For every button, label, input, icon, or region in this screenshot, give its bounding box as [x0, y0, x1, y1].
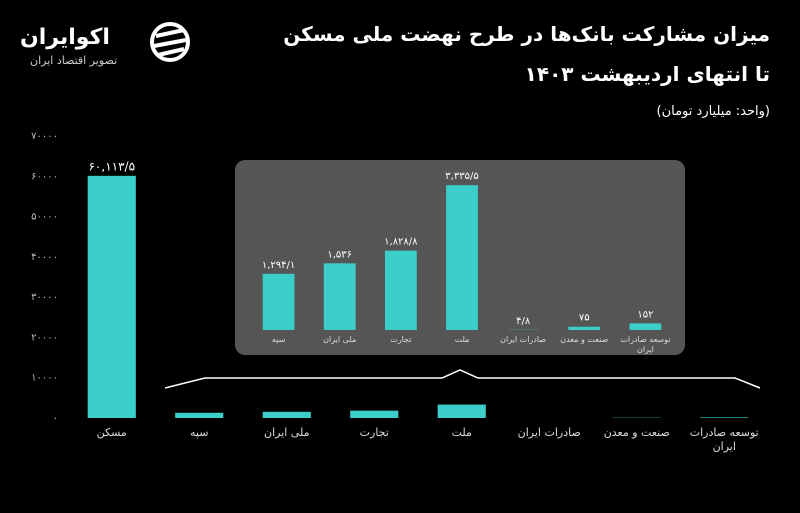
- bar: [437, 404, 486, 418]
- bar: [323, 263, 356, 330]
- x-tick-label: ملت: [454, 335, 470, 344]
- y-tick-label: ۶۰۰۰۰: [31, 171, 58, 182]
- bar: [175, 412, 224, 418]
- bar: [262, 411, 311, 418]
- y-tick-label: ۱۰۰۰۰: [31, 373, 58, 384]
- value-label: ۱,۸۲۸/۸: [384, 237, 418, 248]
- x-tick-label: سپه: [190, 426, 209, 439]
- chart-title: میزان مشارکت بانک‌ها در طرح نهضت ملی مسک…: [283, 22, 770, 46]
- bar: [262, 273, 295, 330]
- value-label: ۱,۵۳۶: [327, 249, 352, 260]
- y-tick-label: ۰: [53, 413, 58, 424]
- y-tick-label: ۵۰۰۰۰: [31, 212, 58, 223]
- x-tick-label: توسعه صادرات ایران: [620, 335, 671, 354]
- x-tick-label: ملی ایران: [323, 335, 357, 344]
- y-tick-label: ۳۰۰۰۰: [31, 292, 58, 303]
- y-tick-label: ۷۰۰۰۰: [31, 131, 58, 142]
- chart-subtitle: تا انتهای اردیبهشت ۱۴۰۳: [524, 62, 770, 86]
- brand-name: اکوایران: [20, 25, 110, 50]
- bar: [700, 417, 749, 418]
- x-tick-label: صنعت و معدن: [560, 335, 609, 344]
- x-tick-label: تجارت: [359, 426, 389, 439]
- x-tick-label: ملی ایران: [263, 426, 310, 439]
- x-tick-label: صادرات ایران: [517, 426, 581, 439]
- value-label: ۶۰,۱۱۳/۵: [88, 159, 135, 173]
- x-tick-label: صادرات ایران: [500, 335, 547, 344]
- zoom-connector: [164, 369, 761, 389]
- brand-tagline: تصویر اقتصاد ایران: [30, 54, 118, 67]
- y-tick-label: ۴۰۰۰۰: [31, 252, 58, 263]
- bar: [629, 323, 662, 330]
- x-tick-label: ملت: [451, 426, 472, 439]
- bar: [568, 326, 601, 330]
- bar: [446, 185, 478, 330]
- x-tick-label: سپه: [271, 335, 286, 344]
- x-tick-label: تجارت: [390, 335, 412, 344]
- unit-note: (واحد: میلیارد تومان): [656, 104, 770, 119]
- value-label: ۱,۲۹۴/۱: [262, 260, 295, 271]
- value-label: ۳,۳۳۵/۵: [445, 171, 478, 182]
- x-tick-label: توسعه صادرات ایران: [689, 426, 759, 453]
- logo-mark: [150, 22, 190, 62]
- value-label: ۱۵۲: [637, 309, 653, 320]
- x-tick-label: صنعت و معدن: [603, 426, 670, 439]
- x-tick-label: مسکن: [96, 426, 127, 439]
- y-tick-label: ۲۰۰۰۰: [31, 332, 58, 343]
- bar: [87, 175, 136, 418]
- bar: [350, 410, 399, 418]
- value-label: ۴/۸: [516, 316, 531, 327]
- bar: [384, 250, 417, 330]
- value-label: ۷۵: [579, 313, 590, 324]
